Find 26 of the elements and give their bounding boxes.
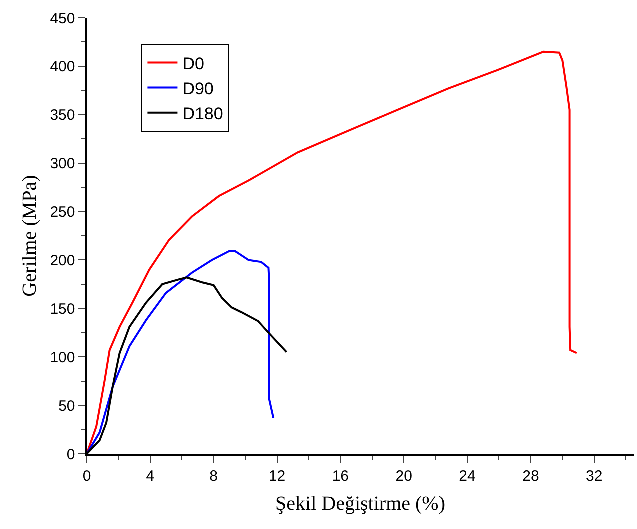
line-series [87, 250, 275, 454]
y-tick-label: 400 [50, 58, 76, 76]
x-tick-label: 12 [268, 468, 286, 485]
y-tick-label: 250 [50, 204, 76, 222]
x-axis-title: Şekil Değiştirme (%) [276, 492, 446, 515]
legend-label: D90 [182, 79, 214, 98]
line-series [87, 50, 578, 454]
y-tick-label: 150 [50, 300, 76, 318]
y-tick-label: 450 [50, 10, 76, 28]
x-tick-label: 32 [586, 468, 603, 485]
x-tick-label: 28 [522, 468, 540, 485]
y-axis-title: Gerilme (MPa) [19, 175, 42, 297]
y-tick-label: 0 [66, 446, 76, 464]
legend-label: D0 [182, 54, 204, 74]
y-tick-label: 300 [50, 156, 76, 173]
y-tick-label: 100 [50, 349, 76, 366]
x-tick-label: 4 [146, 468, 155, 485]
y-tick-label: 200 [50, 252, 76, 270]
x-tick-label: 20 [396, 468, 412, 485]
x-tick-label: 24 [459, 468, 476, 485]
y-tick-label: 350 [50, 107, 76, 124]
y-tick-label: 50 [58, 398, 76, 415]
x-tick-label: 8 [210, 468, 218, 485]
x-tick-label: 0 [82, 468, 92, 485]
legend-label: D180 [182, 104, 224, 124]
x-tick-label: 16 [332, 468, 350, 485]
